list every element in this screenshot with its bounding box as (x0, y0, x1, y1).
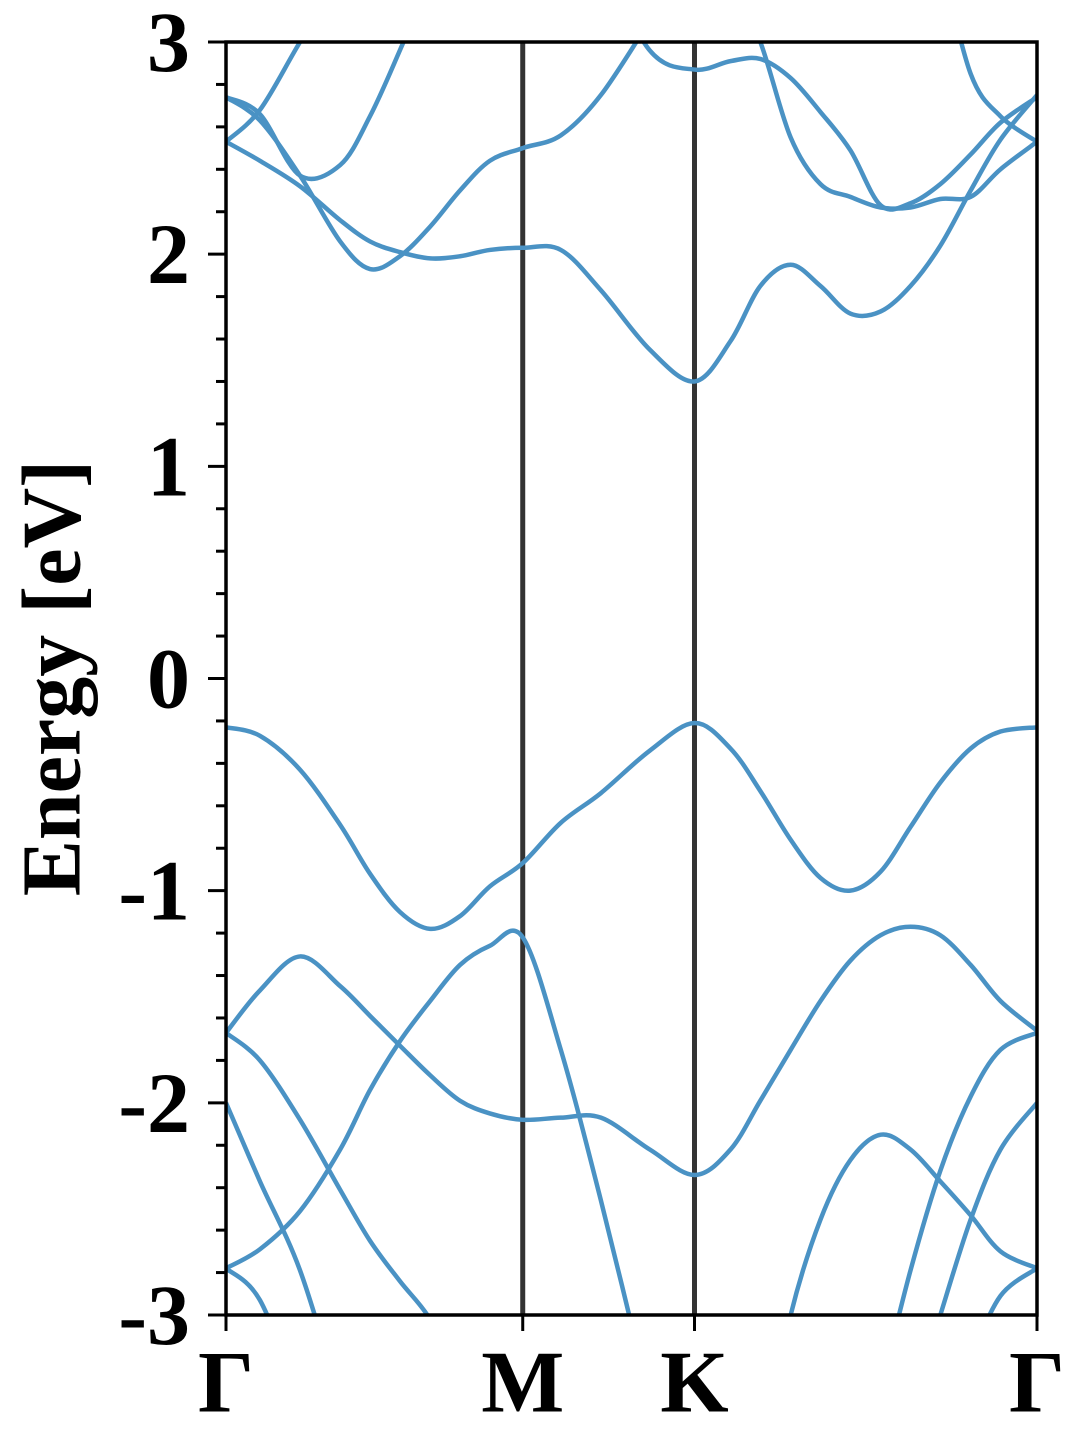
y-tick-label: 1 (147, 418, 190, 514)
band-line (938, 1101, 1037, 1315)
x-tick-label: K (660, 1335, 728, 1432)
band-line (226, 1031, 431, 1315)
bands (226, 42, 1037, 1315)
y-tick-label: 3 (147, 0, 190, 90)
band-line (226, 928, 632, 1315)
x-tick-label: Γ (198, 1335, 254, 1432)
y-tick-label: -1 (118, 843, 190, 939)
plot-frame (224, 40, 1039, 1317)
y-axis-label: Energy [eV] (6, 460, 99, 896)
x-tick-label: M (481, 1335, 564, 1432)
y-tick-label: -3 (118, 1267, 190, 1363)
x-tick-label: Γ (1009, 1335, 1065, 1432)
band-line (757, 42, 1037, 211)
y-tick-label: -2 (118, 1055, 190, 1151)
band-line (958, 42, 1037, 144)
band-line (226, 42, 406, 182)
band-line (226, 720, 1037, 932)
band-line (788, 1132, 1037, 1315)
band-line (226, 93, 1037, 384)
band-line (226, 1101, 318, 1315)
band-line (641, 42, 1037, 212)
band-line (226, 924, 1037, 1178)
band-line (987, 1266, 1037, 1315)
y-tick-label: 2 (147, 206, 190, 302)
band-line (896, 1030, 1037, 1315)
y-tick-label: 0 (147, 631, 190, 727)
band-line (226, 1266, 270, 1315)
band-line (226, 42, 303, 144)
